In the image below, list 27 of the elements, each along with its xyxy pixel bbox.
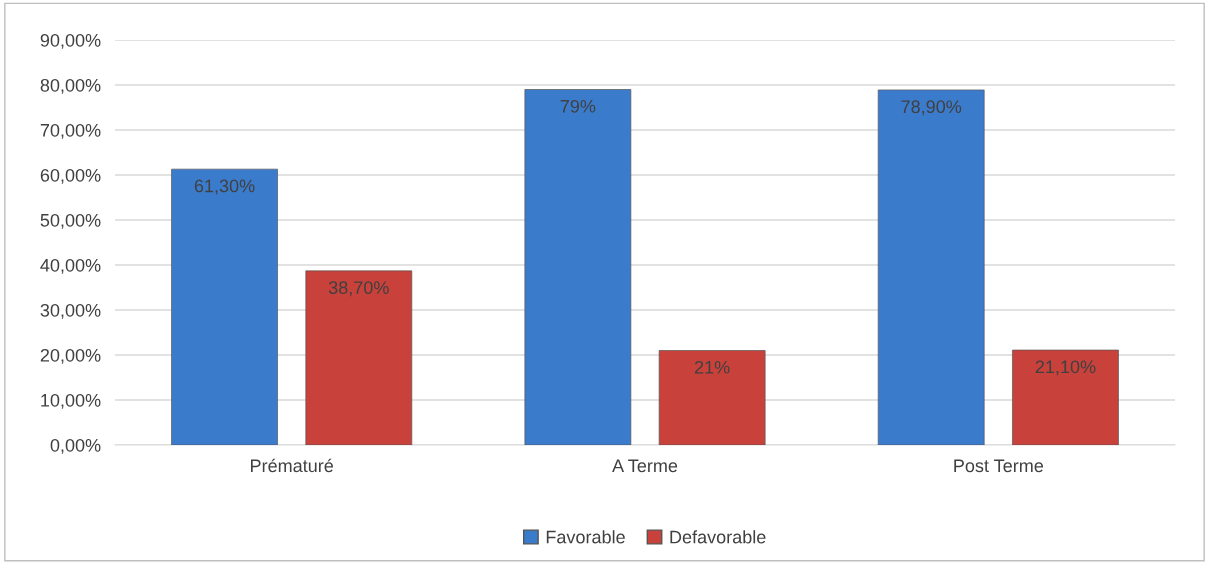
bar: [524, 89, 632, 445]
data-label: 78,90%: [901, 100, 962, 116]
x-tick-label: A Terme: [612, 459, 678, 473]
y-tick-label: 20,00%: [40, 348, 101, 364]
x-tick-label: Prématuré: [251, 458, 334, 473]
data-label: 21%: [694, 360, 730, 374]
bar: [305, 270, 413, 445]
y-tick-label: 80,00%: [40, 78, 101, 94]
y-tick-label: 10,00%: [41, 393, 101, 409]
y-tick-label: 70,00%: [40, 123, 101, 139]
data-label: 61,30%: [194, 179, 255, 195]
bar: [1012, 349, 1119, 445]
legend-label: Favorable: [546, 530, 625, 544]
bar: [658, 350, 766, 445]
y-tick-label: 50,00%: [40, 213, 101, 229]
bar: [171, 168, 278, 445]
data-label: 21,10%: [1035, 360, 1096, 376]
y-tick-label: 90,00%: [40, 33, 101, 49]
y-tick-label: 30,00%: [40, 303, 101, 319]
data-label: 79%: [560, 99, 596, 113]
y-tick-label: 60,00%: [40, 168, 101, 184]
legend-label: Defavorable: [670, 530, 766, 544]
x-tick-label: Post Terme: [954, 459, 1044, 473]
y-tick-label: 40,00%: [40, 258, 101, 274]
data-label: 38,70%: [328, 281, 389, 297]
bar: [877, 89, 985, 445]
y-tick-label: 0,00%: [50, 438, 101, 454]
